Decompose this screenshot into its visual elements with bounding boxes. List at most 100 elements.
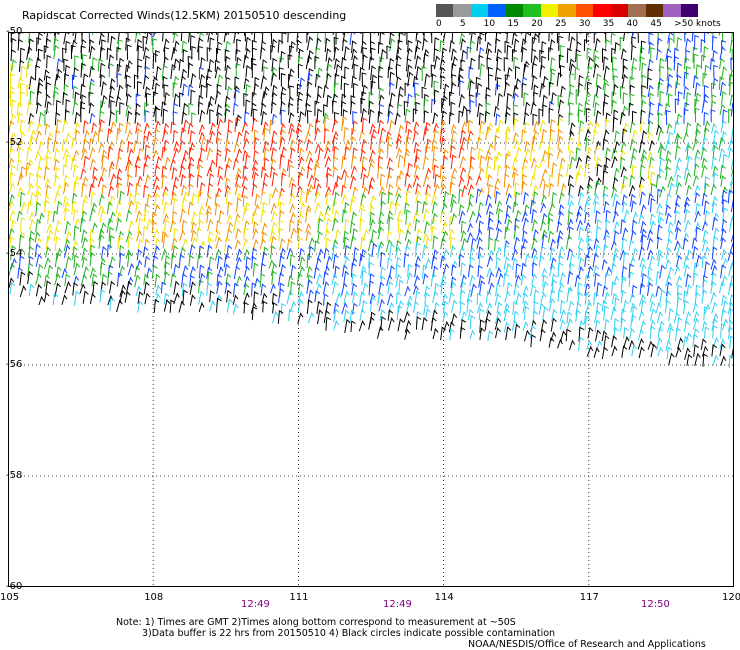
wind-barb	[271, 270, 278, 285]
wind-barb	[694, 352, 701, 367]
wind-barb	[380, 191, 387, 206]
wind-barb	[209, 290, 215, 303]
wind-barb	[152, 91, 159, 105]
wind-barb	[216, 280, 223, 294]
wind-barb	[531, 208, 538, 224]
wind-barb	[665, 110, 671, 126]
note-line-2: 3)Data buffer is 22 hrs from 20150510 4)…	[142, 628, 556, 639]
wind-barb	[479, 155, 486, 169]
wind-barb	[344, 202, 350, 214]
wind-barb	[530, 334, 536, 348]
wind-barb	[557, 99, 565, 114]
wind-barb	[522, 300, 529, 314]
wind-barb	[232, 303, 239, 315]
wind-barb	[109, 297, 115, 312]
wind-barb	[280, 263, 286, 276]
wind-barb	[683, 56, 690, 70]
wind-barb	[727, 281, 734, 296]
wind-barb	[91, 57, 98, 71]
wind-barb	[171, 166, 178, 180]
wind-barb	[370, 80, 376, 96]
wind-barb	[720, 237, 727, 250]
wind-barb	[236, 114, 242, 127]
wind-barb	[334, 57, 340, 70]
wind-barb	[280, 302, 287, 315]
wind-barb	[524, 101, 531, 115]
wind-barb	[658, 77, 664, 90]
wind-barb	[584, 254, 591, 267]
wind-barb	[503, 244, 510, 258]
wind-barb	[639, 140, 645, 153]
wind-barb	[70, 44, 76, 60]
wind-barb	[377, 147, 384, 160]
wind-barb	[306, 138, 312, 151]
wind-barb	[305, 149, 313, 163]
wind-barb	[449, 145, 456, 159]
wind-barb	[340, 56, 347, 71]
wind-barb	[610, 99, 617, 114]
wind-barb	[569, 63, 576, 78]
wind-barb	[704, 303, 711, 315]
wind-barb	[44, 110, 50, 126]
wind-barb	[568, 300, 575, 312]
wind-barb	[721, 32, 724, 43]
wind-barb	[424, 292, 431, 305]
wind-barb	[254, 277, 261, 288]
wind-barb	[335, 63, 342, 78]
wind-barb	[314, 143, 321, 154]
wind-barb	[478, 274, 485, 288]
wind-barb	[341, 155, 347, 170]
wind-barb	[469, 256, 475, 270]
wind-barb	[547, 217, 554, 231]
wind-barb	[504, 40, 510, 54]
wind-barb	[603, 65, 610, 80]
wind-barb	[350, 154, 357, 170]
wind-barb	[360, 40, 367, 54]
wind-barb	[495, 266, 502, 278]
wind-barb	[703, 306, 709, 321]
wind-barb	[127, 148, 134, 160]
wind-barb	[146, 267, 153, 279]
wind-barb	[668, 266, 675, 279]
wind-barb	[134, 111, 141, 124]
wind-barb	[89, 112, 96, 124]
wind-barb	[181, 219, 188, 232]
wind-barb	[710, 100, 717, 114]
wind-barb	[8, 200, 15, 213]
wind-barb	[216, 255, 223, 269]
wind-barb	[514, 323, 521, 339]
wind-barb	[272, 310, 279, 324]
wind-barb	[433, 80, 439, 96]
wind-barb	[585, 91, 592, 105]
wind-barb	[569, 156, 576, 170]
wind-barb	[398, 279, 404, 294]
wind-barb	[450, 101, 456, 116]
note-line-1: Note: 1) Times are GMT 2)Times along bot…	[116, 617, 516, 628]
wind-barb	[35, 283, 42, 297]
wind-barb	[431, 201, 438, 214]
wind-barb	[34, 64, 41, 81]
wind-barb	[198, 301, 205, 313]
wind-barb	[56, 58, 63, 72]
wind-barb	[224, 147, 231, 162]
wind-barb	[288, 192, 296, 205]
wind-barb	[163, 271, 170, 285]
wind-barb	[359, 149, 366, 162]
wind-barb	[657, 128, 664, 141]
wind-barb	[52, 292, 59, 305]
wind-barb	[477, 201, 484, 214]
wind-barb	[241, 121, 248, 133]
wind-barb	[512, 92, 519, 105]
wind-barb	[63, 174, 70, 187]
wind-barb	[17, 112, 23, 124]
wind-barb	[317, 309, 324, 324]
wind-barb	[45, 37, 51, 53]
wind-barb	[127, 182, 134, 197]
wind-barb	[412, 130, 419, 142]
wind-barb	[110, 99, 116, 114]
wind-barb	[28, 245, 34, 258]
wind-barb	[243, 265, 250, 278]
wind-barb	[503, 57, 509, 72]
wind-barb	[521, 173, 528, 189]
wind-barb	[298, 247, 305, 261]
